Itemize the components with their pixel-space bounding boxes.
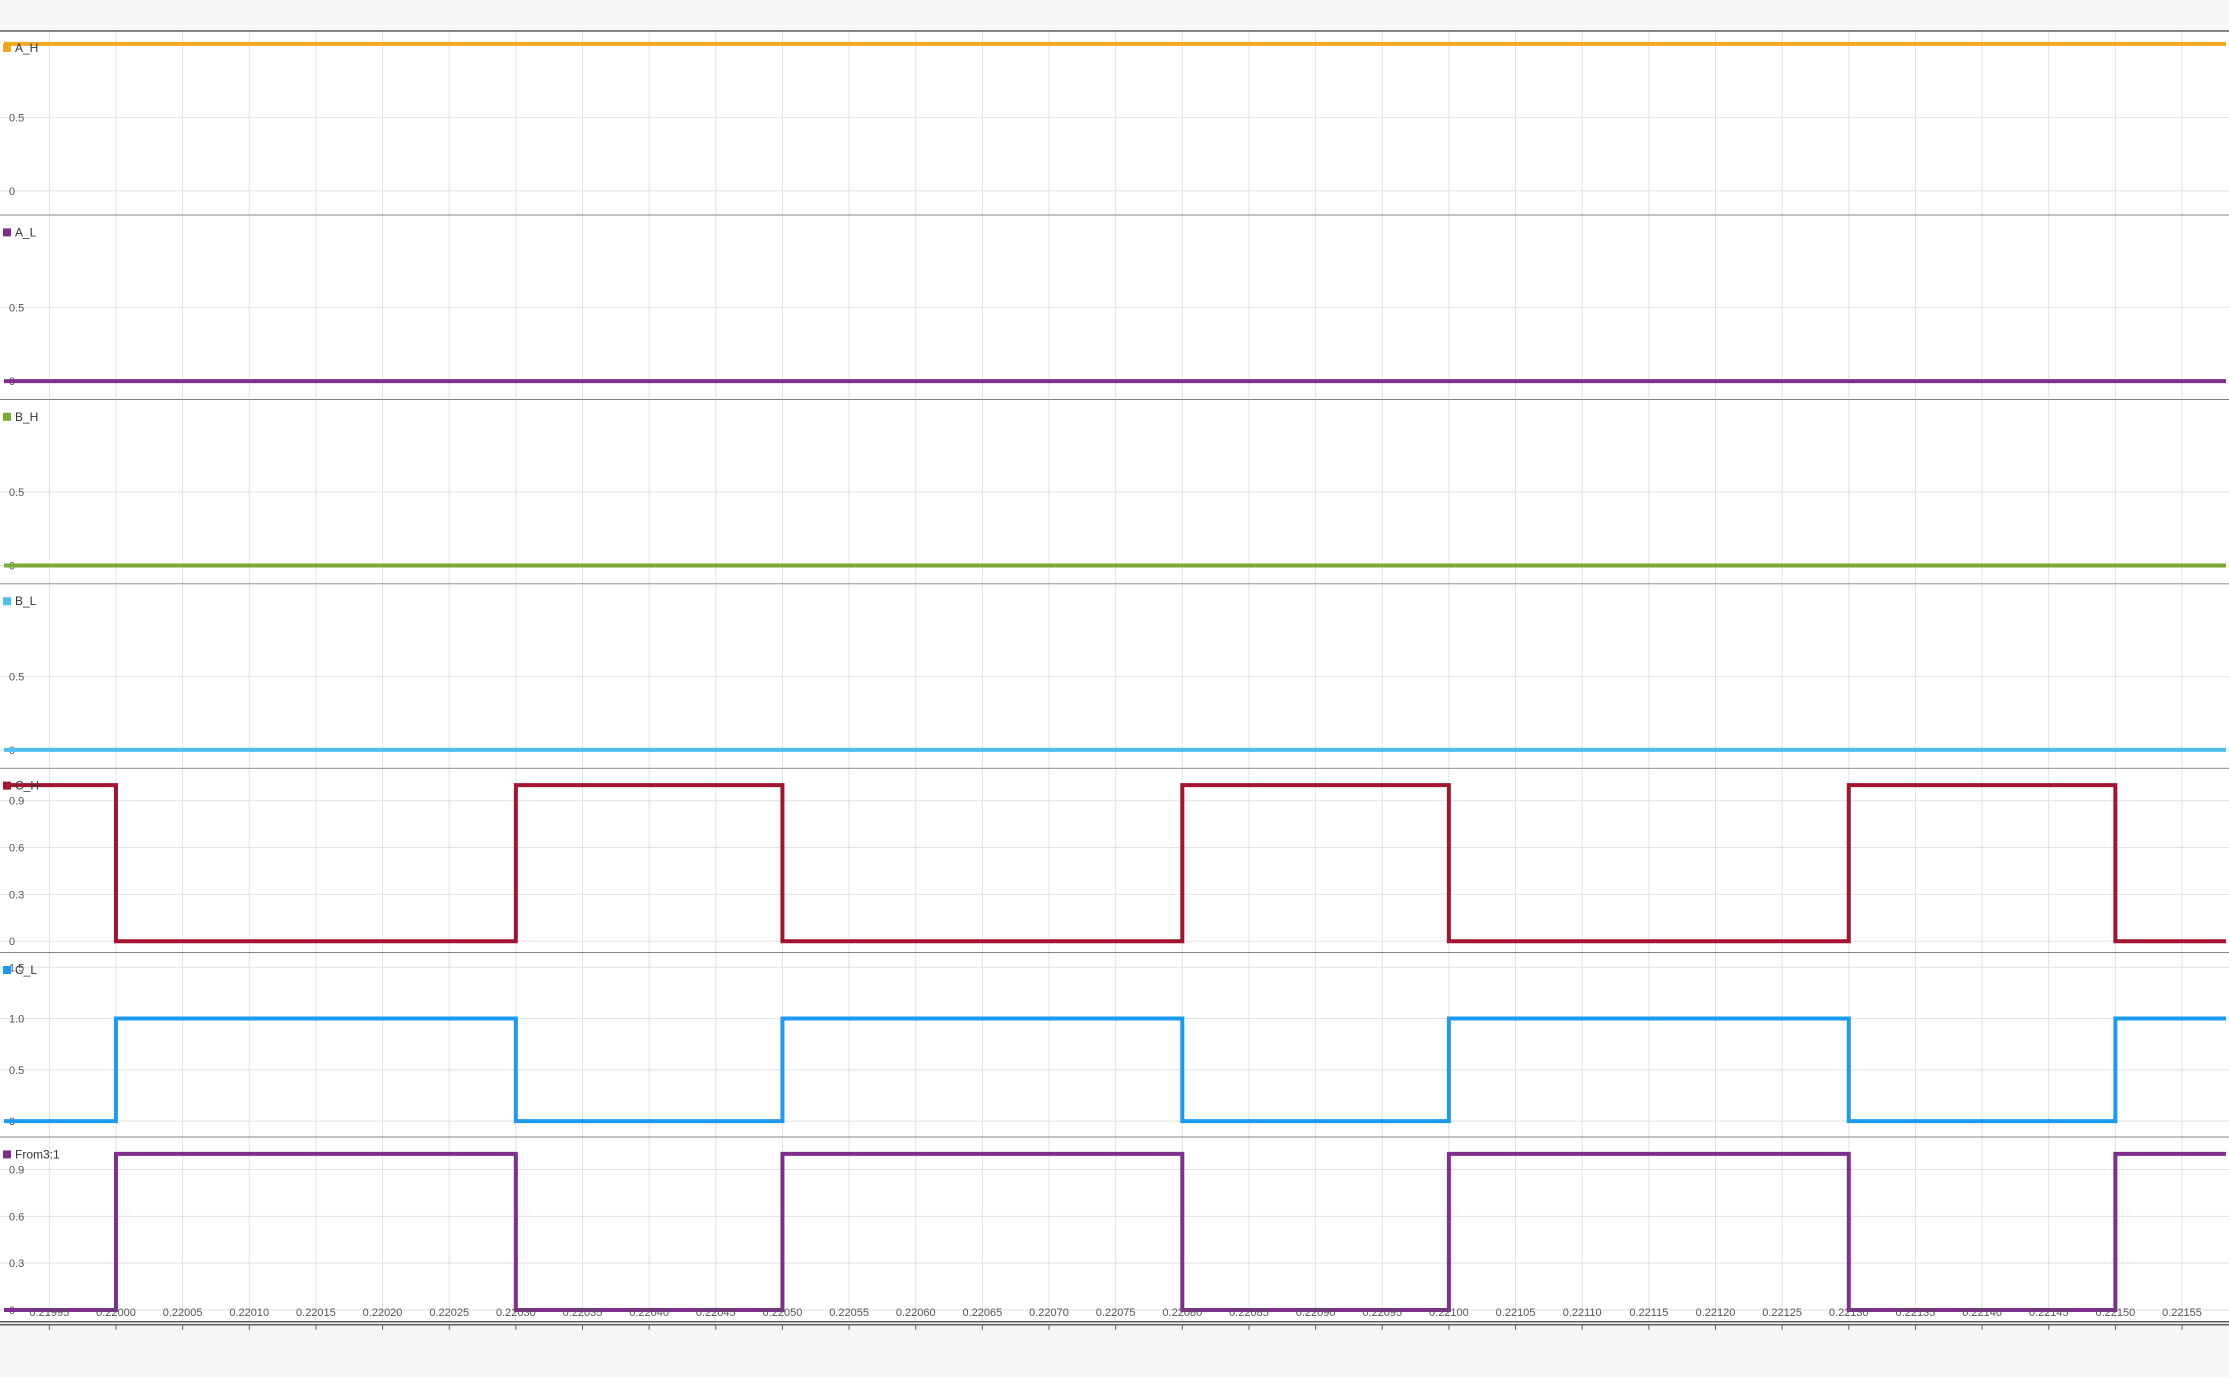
x-tick-label: 0.22110 [1563,1307,1602,1319]
x-tick-label: 0.22115 [1629,1307,1668,1319]
legend-swatch [3,597,11,606]
x-tick-label: 0.22010 [229,1307,269,1319]
y-tick-label: 0 [9,186,15,198]
x-tick-label: 0.22025 [429,1307,469,1319]
y-tick-label: 0.5 [9,112,24,124]
subplot-c-h[interactable]: 0 0.3 0.6 0.9 C_H [0,768,2229,954]
subplot-background [0,31,2229,216]
y-tick-label: 0.3 [9,1258,24,1270]
x-tick-label: 0.22080 [1162,1307,1202,1319]
subplot-c-l[interactable]: 00.51.01.5C_L [0,953,2229,1139]
subplot-background [0,1137,2229,1322]
legend-label: A_L [15,225,37,239]
x-tick-label: 0.22060 [896,1307,936,1319]
legend-swatch [3,1150,11,1159]
x-tick-label: 0.22045 [696,1307,736,1319]
y-tick-label: 0.3 [9,889,24,901]
y-tick-label: 0.5 [9,1065,24,1077]
subplot-background [0,768,2229,953]
legend-label: B_L [15,594,37,608]
legend-label: B_H [15,410,38,424]
x-tick-label: 0.22075 [1096,1307,1136,1319]
subplot-a-h[interactable]: 0 0.5 A_H [0,31,2229,217]
x-tick-label: 0.22040 [629,1307,669,1319]
x-tick-label: 0.22085 [1229,1307,1269,1319]
y-tick-label: 1.5 [9,962,24,974]
x-tick-label: 0.22050 [763,1307,803,1319]
legend-label: C_L [15,963,37,977]
series-line-c-h[interactable] [4,783,2226,944]
y-tick-label: 0.6 [9,843,24,855]
legend-swatch [3,412,11,421]
x-tick-label: 0.22030 [496,1307,536,1319]
y-tick-label: 0.5 [9,671,24,683]
y-tick-label: 0.9 [9,1164,24,1176]
x-tick-label: 0.22125 [1762,1307,1802,1319]
x-tick-label: 0.22095 [1362,1307,1402,1319]
subplot-b-l[interactable]: 00.5B_L [0,584,2229,770]
x-tick-label: 0.22090 [1296,1307,1336,1319]
subplot-a-l[interactable]: 00.5A_L [0,215,2229,401]
legend-swatch [3,228,11,237]
subplot-b-h[interactable]: 00.5B_H [0,399,2229,585]
x-tick-label: 0.22145 [2029,1307,2069,1319]
x-axis: 0.21995 0.22000 0.22005 0.22010 0.22015 0.220… [0,30,2229,1330]
x-tick-label: 0.22020 [363,1307,403,1319]
x-tick-label: 0.22155 [2162,1307,2202,1319]
x-tick-label: 0.21995 [29,1307,69,1319]
x-tick-label: 0.22105 [1496,1307,1536,1319]
x-tick-label: 0.22070 [1029,1307,1069,1319]
x-tick-label: 0.22055 [829,1307,869,1319]
legend-swatch [3,781,11,790]
legend-label: C_H [15,779,39,793]
y-tick-label: 1.0 [9,1014,24,1026]
y-tick-label: 0.5 [9,303,24,315]
x-tick-label: 0.22015 [296,1307,336,1319]
x-tick-label: 0.22120 [1696,1307,1736,1319]
series-line-c-l[interactable] [4,1016,2226,1124]
x-tick-label: 0.22000 [96,1307,136,1319]
series-line-from3-1[interactable] [4,1151,2226,1312]
x-tick-label: 0.22140 [1962,1307,2002,1319]
legend-swatch [3,966,11,974]
x-tick-label: 0.22035 [563,1307,603,1319]
x-tick-label: 0.22065 [962,1307,1002,1319]
legend-label: From3:1 [15,1147,60,1161]
subplot-background [0,953,2229,1138]
x-tick-label: 0.22130 [1829,1307,1869,1319]
x-tick-label: 0.22005 [163,1307,203,1319]
y-tick-label: 0.6 [9,1211,24,1223]
x-tick-label: 0.22100 [1429,1307,1469,1319]
legend-swatch [3,44,11,52]
subplots-container: 00.5A_H00.5A_L00.5B_H00.5B_L00.30.60.9C_… [0,31,2229,1323]
legend-label: A_H [15,41,38,55]
y-tick-label: 0 [9,936,15,948]
x-tick-label: 0.22135 [1896,1307,1936,1319]
y-tick-label: 0.9 [9,796,24,808]
y-tick-label: 0.5 [9,487,24,499]
x-tick-label: 0.22150 [2095,1307,2135,1319]
